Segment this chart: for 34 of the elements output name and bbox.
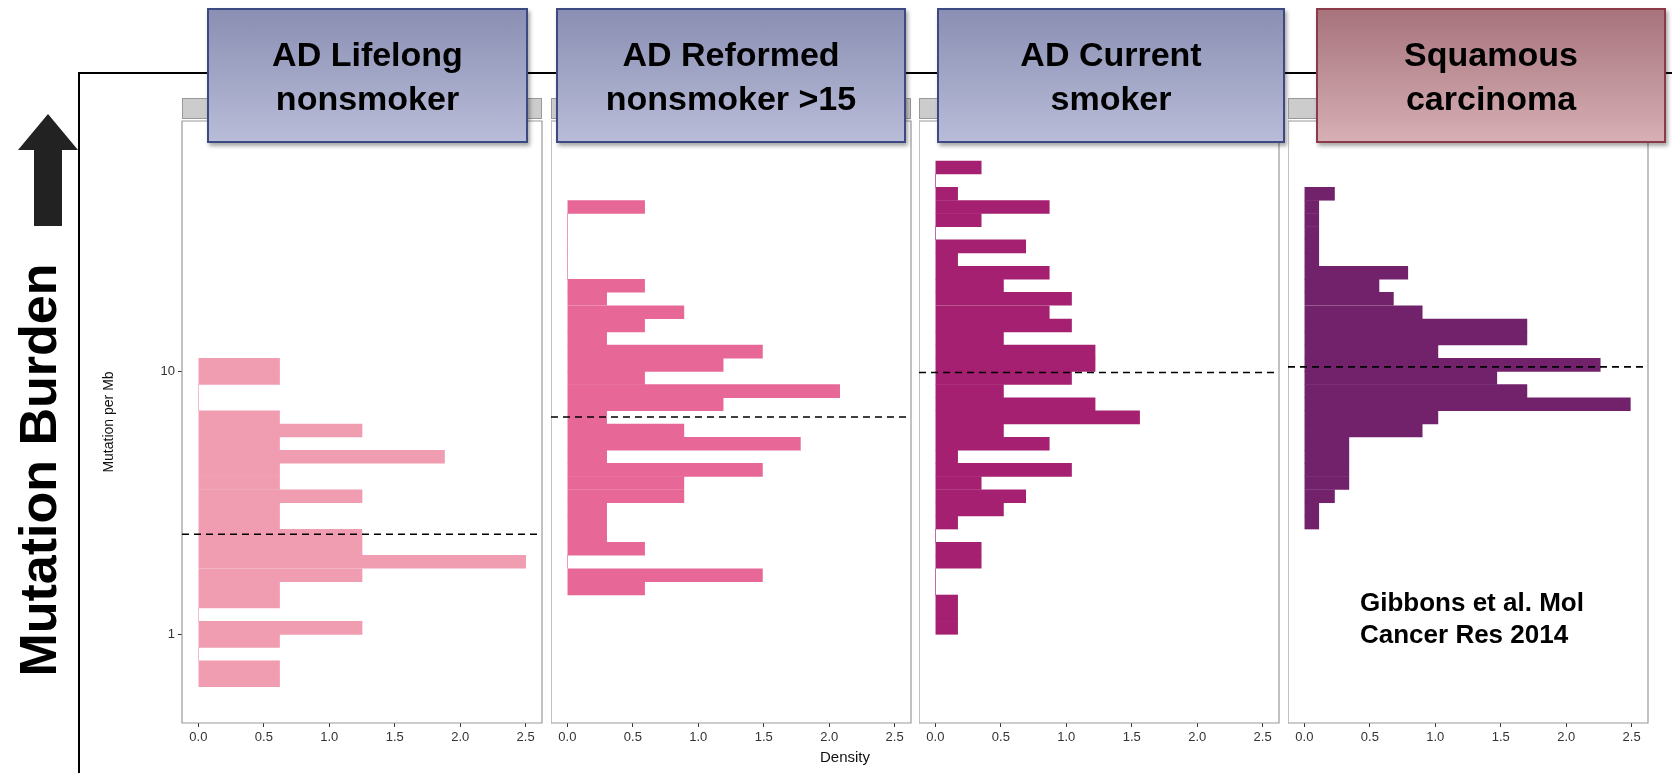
x-tick-label: 1.0 (689, 729, 708, 745)
x-tick-label: 0.0 (1295, 729, 1314, 745)
x-tick-label: 1.5 (754, 729, 773, 745)
y-tick-label: 10 (160, 362, 175, 378)
chart-title: AD Reformed nonsmoker >15 (604, 33, 858, 119)
annotation: Gibbons et al. Mol Cancer Res 2014 (1360, 587, 1584, 649)
x-tick-label: 0.0 (558, 729, 577, 745)
x-tick-label: 0.5 (254, 729, 273, 745)
y-tick-label: 1 (167, 625, 175, 641)
x-tick-label: 0.0 (926, 729, 945, 745)
x-tick-label: 2.5 (885, 729, 904, 745)
x-tick-label: 1.5 (1122, 729, 1141, 745)
x-tick-label: 2.5 (1622, 729, 1641, 745)
x-tick-label: 2.0 (451, 729, 470, 745)
x-tick-label: 1.5 (385, 729, 404, 745)
chart-title: AD Lifelong nonsmoker (271, 33, 464, 119)
x-tick-label: 0.0 (189, 729, 208, 745)
x-tick-label: 2.0 (820, 729, 839, 745)
x-tick-label: 0.5 (623, 729, 642, 745)
text: Mutation Burden (8, 263, 68, 677)
y-axis-title: Mutation per Mb (100, 371, 117, 473)
chart-title: Squamous carcinoma (1403, 33, 1579, 119)
chart-title: AD Current smoker (1019, 33, 1203, 119)
x-tick-label: 2.5 (516, 729, 535, 745)
x-tick-label: 1.0 (320, 729, 339, 745)
x-tick-label: 2.0 (1557, 729, 1576, 745)
x-axis-title: Density (819, 748, 871, 765)
x-tick-label: 0.5 (991, 729, 1010, 745)
x-tick-label: 1.0 (1057, 729, 1076, 745)
x-tick-label: 2.5 (1253, 729, 1272, 745)
x-tick-label: 0.5 (1360, 729, 1379, 745)
x-tick-label: 1.0 (1426, 729, 1445, 745)
x-tick-label: 1.5 (1491, 729, 1510, 745)
x-tick-label: 2.0 (1188, 729, 1207, 745)
